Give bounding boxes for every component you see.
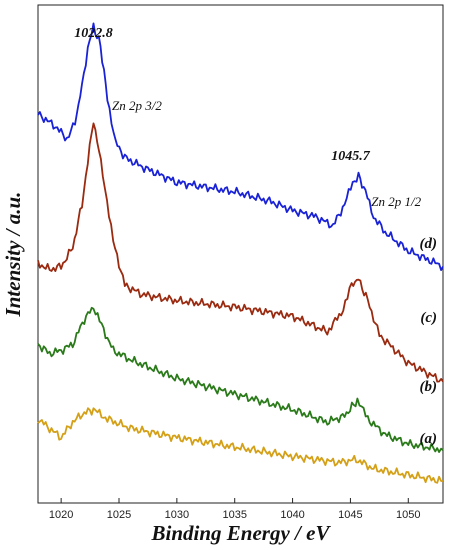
x-tick-label: 1045 xyxy=(338,509,362,521)
x-tick-label: 1050 xyxy=(396,509,420,521)
x-tick-label: 1030 xyxy=(165,509,189,521)
series-line-c xyxy=(37,122,444,383)
curve-label-b: (b) xyxy=(420,379,438,395)
plot-frame xyxy=(37,4,444,504)
x-tick-label: 1025 xyxy=(107,509,131,521)
x-axis-ticks: 1020 1025 1030 1035 1040 1045 1050 xyxy=(49,498,421,521)
x-tick-label: 1020 xyxy=(49,509,73,521)
peak-label-1022: 1022.8 xyxy=(74,26,113,41)
series-line-a xyxy=(37,407,444,484)
x-tick-label: 1040 xyxy=(280,509,304,521)
curve-label-a: (a) xyxy=(420,431,438,447)
series-line-d xyxy=(37,22,444,272)
series-line-b xyxy=(37,306,444,454)
x-axis-title: Binding Energy / eV xyxy=(151,521,332,545)
curve-label-c: (c) xyxy=(420,310,437,326)
peak-label-1045: 1045.7 xyxy=(331,149,371,164)
zn-2p12-label: Zn 2p 1/2 xyxy=(371,194,421,209)
x-tick-label: 1035 xyxy=(222,509,246,521)
y-axis-title: Intensity / a.u. xyxy=(1,192,25,318)
curve-label-d: (d) xyxy=(420,236,438,252)
zn-2p32-label: Zn 2p 3/2 xyxy=(112,98,162,113)
series-layer xyxy=(37,22,444,484)
